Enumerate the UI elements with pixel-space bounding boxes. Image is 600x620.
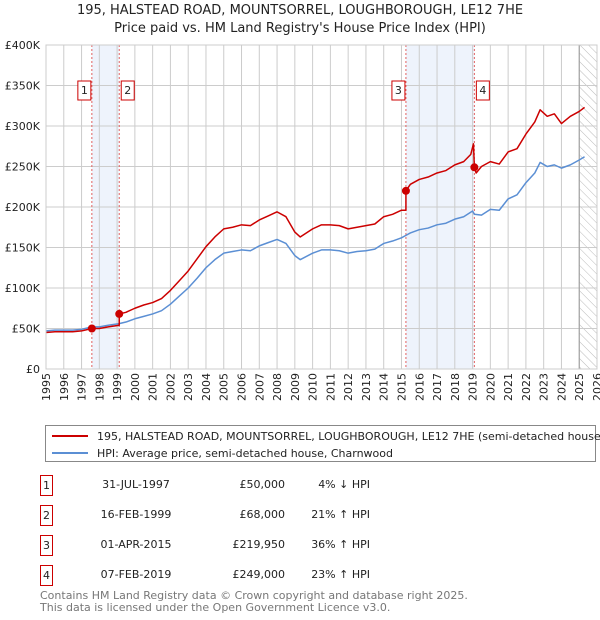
x-tick-label: 2020 [484,373,497,401]
x-tick-label: 2003 [182,373,195,401]
x-tick-label: 2019 [467,373,480,401]
plot-frame [45,44,598,370]
legend-label-hpi: HPI: Average price, semi-detached house,… [97,446,393,460]
transaction-price: £68,000 [239,508,286,521]
legend-swatch-hpi [52,452,88,454]
transaction-hpi-delta: 36% ↑ HPI [311,538,370,551]
x-tick-label: 2012 [342,373,355,401]
sale-point [401,186,410,195]
transaction-date: 31-JUL-1997 [102,478,170,491]
x-tick-label: 2011 [324,373,337,401]
x-tick-label: 2008 [271,373,284,401]
sale-point [87,324,96,333]
x-tick-label: 2015 [395,373,408,401]
x-tick-label: 2013 [360,373,373,401]
sale-label-box [120,80,135,101]
transaction-date: 07-FEB-2019 [100,568,172,581]
x-tick-label: 2009 [289,373,302,401]
x-tick-label: 2004 [200,373,213,401]
footer-licence: This data is licensed under the Open Gov… [40,601,391,614]
sale-label-text: 4 [479,84,486,97]
y-tick-label: £0 [26,363,40,376]
chart-title: 195, HALSTEAD ROAD, MOUNTSORREL, LOUGHBO… [76,3,524,18]
y-tick-label: £50K [12,323,41,336]
sale-label-box [77,80,92,101]
sale-point [115,309,124,318]
x-tick-label: 1999 [111,373,124,401]
x-tick-label: 2006 [236,373,249,401]
x-tick-label: 2021 [502,373,515,401]
transaction-row: 4 07-FEB-2019 £249,000 23% ↑ HPI [40,565,380,586]
y-tick-label: £400K [5,39,41,52]
transaction-price: £50,000 [239,478,286,491]
y-tick-label: £350K [5,80,41,93]
x-tick-label: 2007 [253,373,266,401]
transaction-number-badge: 4 [40,565,53,586]
x-tick-label: 2018 [449,373,462,401]
x-tick-label: 2017 [431,373,444,401]
legend-swatch-property [52,435,88,437]
transaction-number-badge: 1 [40,475,53,496]
x-tick-label: 2010 [307,373,320,401]
legend-label-property: 195, HALSTEAD ROAD, MOUNTSORREL, LOUGHBO… [97,429,600,443]
y-tick-label: £300K [5,120,41,133]
sale-label-text: 1 [81,84,88,97]
x-tick-label: 1995 [40,373,53,401]
transaction-hpi-delta: 21% ↑ HPI [311,508,370,521]
x-tick-label: 2016 [413,373,426,401]
y-tick-label: £200K [5,201,41,214]
sale-label-text: 3 [395,84,402,97]
y-tick-label: £100K [5,282,41,295]
x-tick-label: 2024 [555,373,568,401]
x-tick-label: 2022 [520,373,533,401]
transaction-number-badge: 3 [40,535,53,556]
transaction-date: 01-APR-2015 [100,538,172,551]
sale-label-box [475,80,490,101]
transaction-price: £249,000 [232,568,286,581]
x-tick-label: 2000 [129,373,142,401]
transaction-row: 3 01-APR-2015 £219,950 36% ↑ HPI [40,535,380,556]
sale-label-text: 2 [124,84,131,97]
y-tick-label: £150K [5,242,41,255]
hpi-series-line [45,156,585,332]
x-tick-label: 1998 [93,373,106,401]
x-tick-label: 2026 [591,373,600,401]
sale-point [470,163,479,172]
transaction-hpi-delta: 23% ↑ HPI [311,568,370,581]
transaction-date: 16-FEB-1999 [100,508,172,521]
footer-copyright: Contains HM Land Registry data © Crown c… [40,589,468,602]
transaction-price: £219,950 [232,538,286,551]
property-series-line [45,106,586,334]
x-tick-label: 1996 [58,373,71,401]
y-tick-label: £250K [5,161,41,174]
x-tick-label: 2014 [378,373,391,401]
x-tick-label: 2025 [573,373,586,401]
x-tick-label: 2023 [538,373,551,401]
x-tick-label: 2005 [218,373,231,401]
transaction-number-badge: 2 [40,505,53,526]
x-tick-label: 2002 [164,373,177,401]
x-tick-label: 2001 [147,373,160,401]
price-chart: 1995 1996 1997 1998 1999 2000 2001 2002 2003 2004… [5,39,600,401]
transaction-hpi-delta: 4% ↓ HPI [318,478,370,491]
x-tick-label: 1997 [76,373,89,401]
chart-subtitle: Price paid vs. HM Land Registry's House … [114,21,486,36]
transaction-row: 1 31-JUL-1997 £50,000 4% ↓ HPI [40,475,380,496]
sale-label-box [391,80,406,101]
legend: 195, HALSTEAD ROAD, MOUNTSORREL, LOUGHBO… [45,425,600,462]
transaction-row: 2 16-FEB-1999 £68,000 21% ↑ HPI [40,505,380,526]
